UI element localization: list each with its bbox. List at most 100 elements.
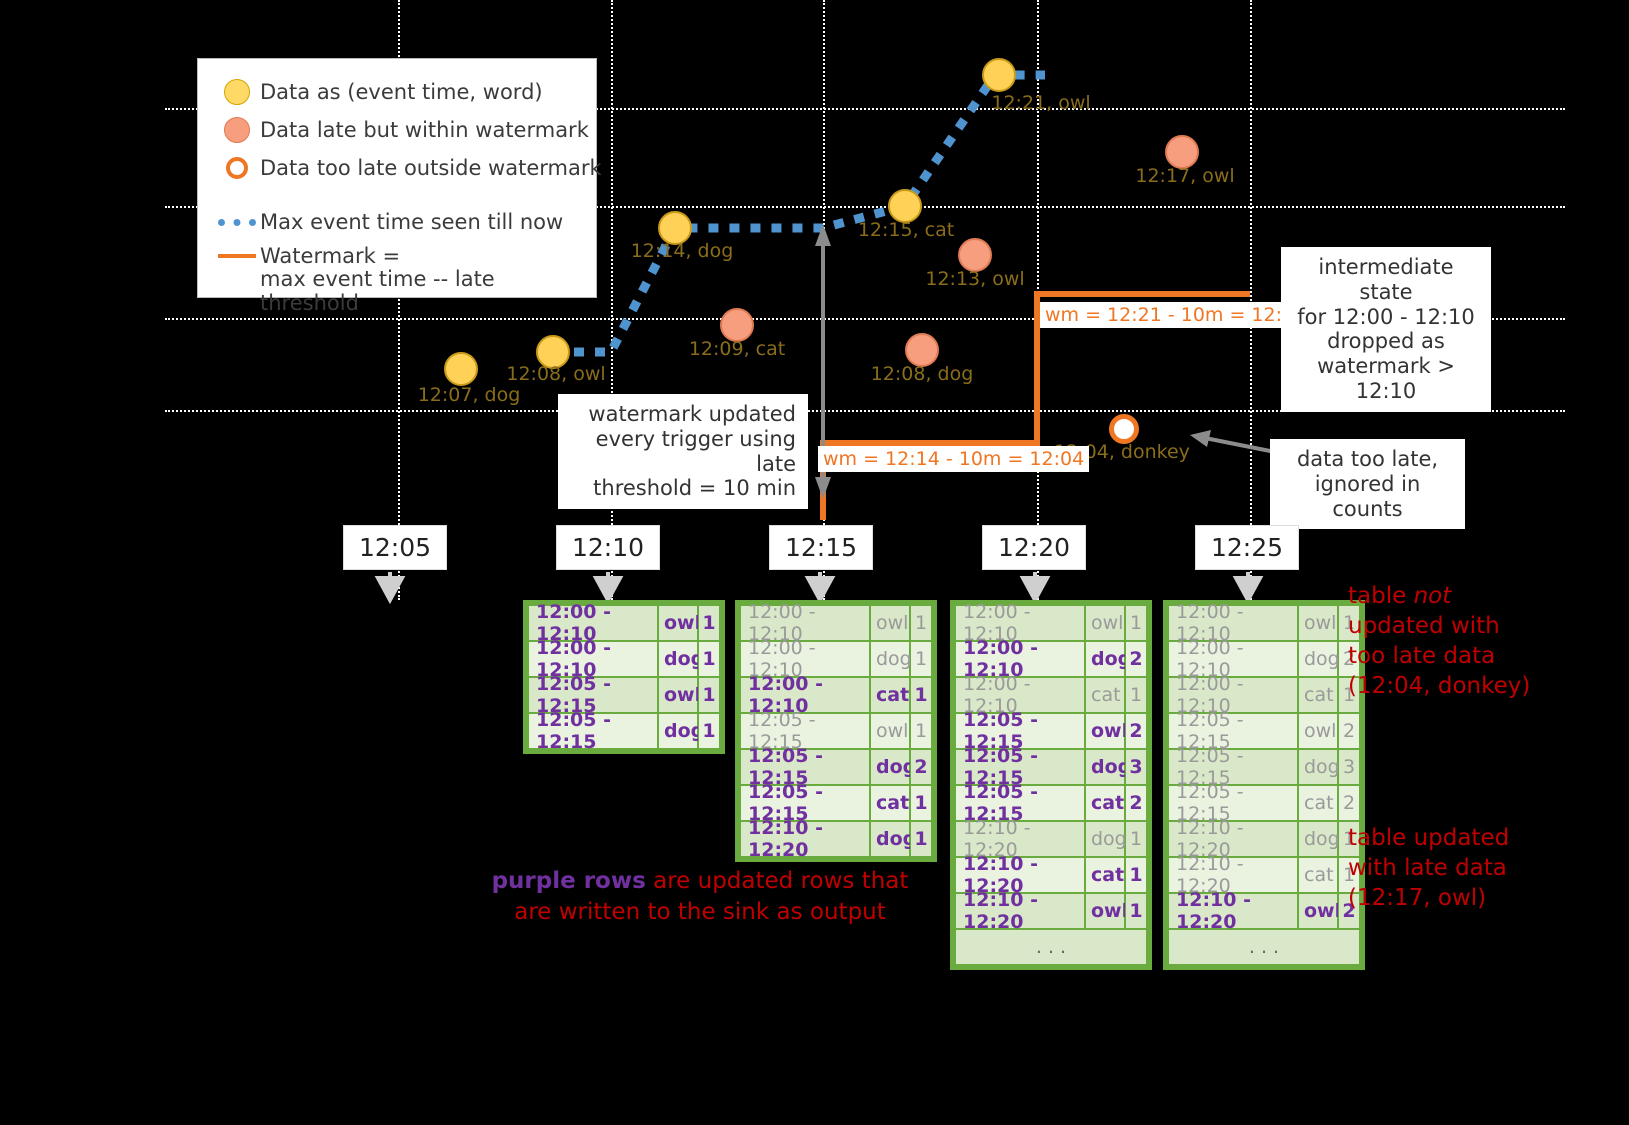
legend-label: Data as (event time, word) [260, 80, 543, 104]
table-cell-count: 2 [1125, 641, 1147, 677]
table-row: 12:00 - 12:10 dog 2 [1168, 637, 1360, 681]
table-row: 12:10 - 12:20 cat 1 [1168, 853, 1360, 897]
legend-item-on-time: Data as (event time, word) [214, 73, 580, 111]
data-point-label: 12:15, cat [857, 219, 955, 241]
table-cell-window: 12:05 - 12:15 [955, 745, 1085, 789]
table-row: 12:05 - 12:15 owl 2 [1168, 709, 1360, 753]
table-cell-window: 12:05 - 12:15 [528, 709, 658, 753]
table-cell-count: 2 [1338, 713, 1360, 749]
gridline-vertical [398, 0, 400, 600]
table-cell-count: 1 [1338, 821, 1360, 857]
legend-label: Max event time seen till now [260, 210, 564, 234]
table-row: 12:10 - 12:20 dog 1 [955, 817, 1147, 861]
callout-intermediate-state: intermediate state for 12:00 - 12:10 dro… [1281, 247, 1491, 412]
table-cell-count: 1 [1125, 605, 1147, 641]
table-cell-word: owl [870, 605, 910, 641]
table-row: 12:05 - 12:15 dog 3 [1168, 745, 1360, 789]
table-cell-window: 12:10 - 12:20 [955, 889, 1085, 933]
table-cell-window: 12:05 - 12:15 [740, 781, 870, 825]
table-row: 12:05 - 12:15 cat 1 [740, 781, 932, 825]
table-cell-window: 12:10 - 12:20 [1168, 817, 1298, 861]
gridline-vertical [1037, 0, 1039, 600]
note-text: updated with too late data (12:04, donke… [1348, 612, 1531, 699]
watermark-label-2: wm = 12:21 - 10m = 12:11 [1040, 302, 1312, 328]
note-text: are updated rows that are written to the… [514, 868, 909, 926]
hollow-orange-circle-icon [214, 157, 260, 179]
table-row: 12:00 - 12:10 dog 1 [528, 637, 720, 681]
table-row: 12:00 - 12:10 owl 1 [740, 601, 932, 645]
table-cell-window: 12:00 - 12:10 [740, 601, 870, 645]
table-row: 12:05 - 12:15 cat 2 [1168, 781, 1360, 825]
data-point-on-time [658, 211, 692, 245]
table-cell-word: dog [658, 641, 704, 677]
table-row: 12:00 - 12:10 owl 1 [1168, 601, 1360, 645]
table-row: 12:05 - 12:15 cat 2 [955, 781, 1147, 825]
table-cell-count: 2 [1125, 785, 1147, 821]
table-cell-count: 1 [1338, 677, 1360, 713]
callout-text: intermediate state for 12:00 - 12:10 dro… [1297, 255, 1475, 403]
table-cell-count: 3 [1338, 749, 1360, 785]
gridline-vertical [1250, 0, 1252, 600]
table-row: 12:05 - 12:15 dog 2 [740, 745, 932, 789]
table-cell-count: 1 [910, 821, 932, 857]
table-cell-window: 12:05 - 12:15 [955, 709, 1085, 753]
table-cell-window: 12:05 - 12:15 [528, 673, 658, 717]
table-row: 12:05 - 12:15 owl 2 [955, 709, 1147, 753]
table-cell-count: 1 [910, 785, 932, 821]
result-table-1210: 12:00 - 12:10 owl 1 12:00 - 12:10 dog 1 12:05 … [523, 600, 725, 754]
table-cell-word: dog [870, 749, 916, 785]
table-cell-count: 2 [1338, 893, 1360, 929]
table-cell-count: 2 [1338, 641, 1360, 677]
table-cell-word: dog [1298, 641, 1340, 677]
table-cell-count: 1 [1338, 857, 1360, 893]
table-row: 12:10 - 12:20 owl 2 [1168, 889, 1360, 933]
data-point-late-within [905, 333, 939, 367]
data-point-on-time [982, 58, 1016, 92]
table-row: 12:10 - 12:20 dog 1 [1168, 817, 1360, 861]
table-row-ellipsis: . . . [1168, 929, 1360, 965]
table-cell-word: owl [1085, 713, 1128, 749]
legend-item-watermark-line: Watermark = [214, 241, 580, 271]
table-cell-word: cat [1085, 857, 1125, 893]
table-row: 12:10 - 12:20 dog 1 [740, 817, 932, 861]
table-row-ellipsis: . . . [955, 929, 1147, 965]
legend-item-max-event-line: Max event time seen till now [214, 203, 580, 241]
table-cell-word: owl [1298, 713, 1338, 749]
table-cell-count: 1 [910, 677, 932, 713]
result-table-1225: 12:00 - 12:10 owl 1 12:00 - 12:10 dog 2 12:00 … [1163, 600, 1365, 970]
gridline-vertical [611, 0, 613, 600]
data-point-label: 12:08, owl [506, 363, 606, 385]
table-cell-word: dog [1085, 749, 1131, 785]
table-cell-word: cat [870, 677, 910, 713]
table-row: 12:00 - 12:10 owl 1 [955, 601, 1147, 645]
data-point-label: 12:17, owl [1135, 165, 1235, 187]
orange-solid-line-icon [214, 254, 260, 258]
table-row: 12:00 - 12:10 owl 1 [528, 601, 720, 645]
note-table-updated-late: table updated with late data (12:17, owl… [1348, 824, 1608, 914]
data-point-label: 12:13, owl [925, 268, 1025, 290]
table-cell-word: owl [658, 605, 701, 641]
table-cell-window: 12:00 - 12:10 [1168, 673, 1298, 717]
time-axis-label-1210: 12:10 [556, 525, 660, 570]
table-cell-count: 1 [910, 641, 932, 677]
table-row: 12:00 - 12:10 cat 1 [955, 673, 1147, 717]
table-row: 12:00 - 12:10 cat 1 [740, 673, 932, 717]
table-cell-word: cat [1298, 677, 1338, 713]
table-cell-count: 1 [910, 713, 932, 749]
watermark-label-1: wm = 12:14 - 10m = 12:04 [818, 446, 1090, 472]
table-cell-window: 12:05 - 12:15 [740, 745, 870, 789]
time-axis-label-1225: 12:25 [1195, 525, 1299, 570]
result-table-1215: 12:00 - 12:10 owl 1 12:00 - 12:10 dog 1 12:00 … [735, 600, 937, 862]
table-cell-ellipsis: . . . [1168, 929, 1360, 965]
table-cell-count: 1 [1125, 677, 1147, 713]
legend-label: Data late but within watermark [260, 118, 589, 142]
table-row: 12:10 - 12:20 cat 1 [955, 853, 1147, 897]
table-cell-window: 12:00 - 12:10 [528, 601, 658, 645]
table-cell-window: 12:10 - 12:20 [1168, 889, 1298, 933]
note-highlight: purple rows [491, 868, 646, 894]
table-cell-count: 1 [1125, 893, 1147, 929]
table-cell-word: owl [1085, 893, 1128, 929]
table-cell-window: 12:05 - 12:15 [740, 709, 870, 753]
table-cell-word: dog [870, 641, 912, 677]
